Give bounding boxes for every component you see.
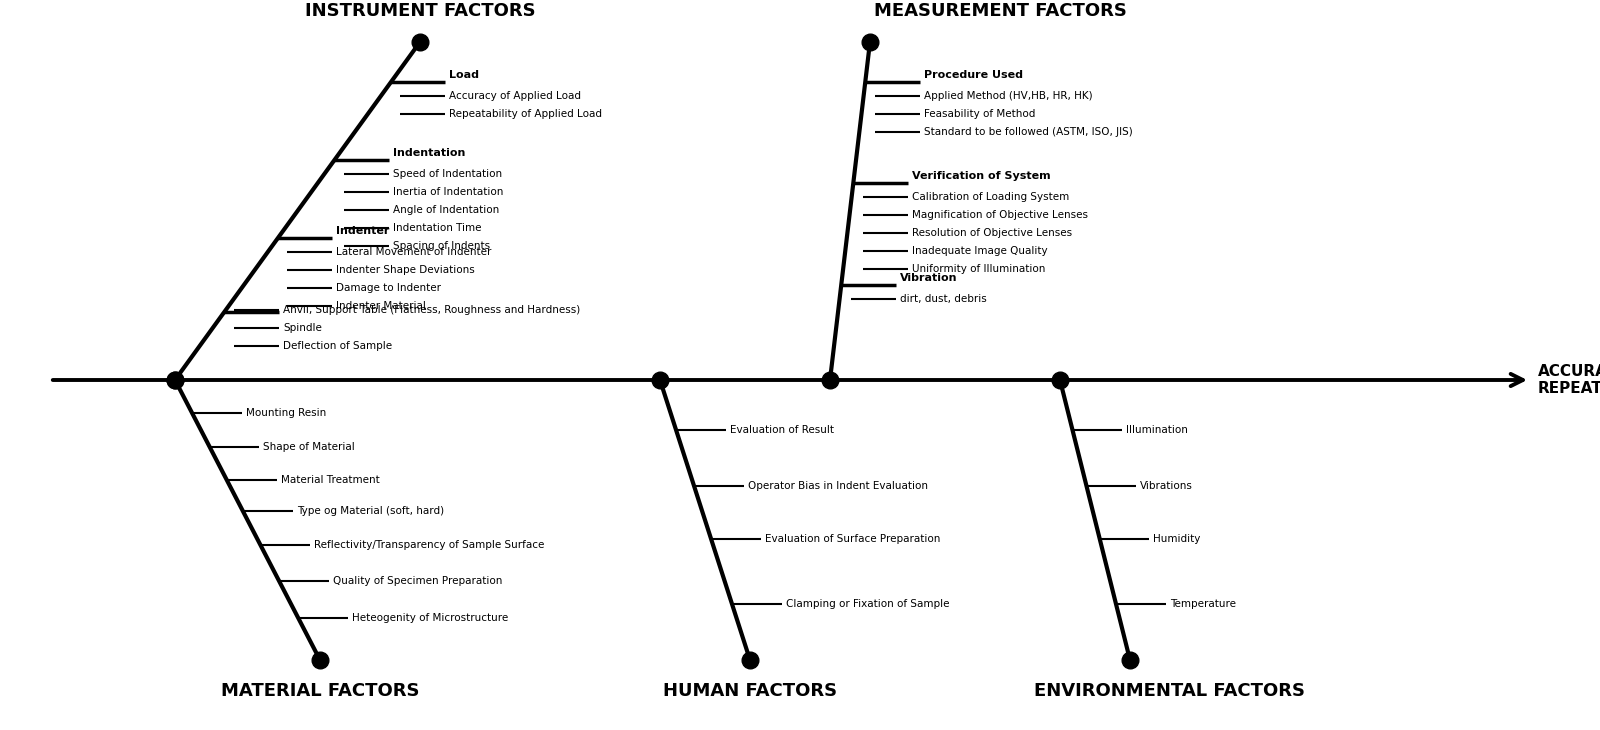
Text: Vibrations: Vibrations — [1139, 481, 1194, 491]
Text: Applied Method (HV,HB, HR, HK): Applied Method (HV,HB, HR, HK) — [925, 91, 1093, 101]
Text: Procedure Used: Procedure Used — [925, 70, 1022, 80]
Text: Lateral Movement of Indenter: Lateral Movement of Indenter — [336, 247, 491, 257]
Text: Speed of Indentation: Speed of Indentation — [394, 169, 502, 179]
Text: Material Treatment: Material Treatment — [282, 475, 379, 485]
Text: Evaluation of Surface Preparation: Evaluation of Surface Preparation — [765, 534, 941, 544]
Text: Anvil, Support Table (Flatness, Roughness and Hardness): Anvil, Support Table (Flatness, Roughnes… — [283, 305, 581, 315]
Text: ACCURACY
REPEATABILITY: ACCURACY REPEATABILITY — [1538, 364, 1600, 396]
Text: Heteogenity of Microstructure: Heteogenity of Microstructure — [352, 613, 509, 623]
Text: Operator Bias in Indent Evaluation: Operator Bias in Indent Evaluation — [749, 481, 928, 491]
Text: Angle of Indentation: Angle of Indentation — [394, 205, 499, 215]
Text: dirt, dust, debris: dirt, dust, debris — [899, 294, 987, 304]
Text: Type og Material (soft, hard): Type og Material (soft, hard) — [298, 506, 445, 516]
Text: Spindle: Spindle — [283, 323, 322, 333]
Text: Evaluation of Result: Evaluation of Result — [730, 425, 834, 435]
Text: Load: Load — [450, 70, 478, 80]
Text: INSTRUMENT FACTORS: INSTRUMENT FACTORS — [304, 2, 536, 20]
Text: Indenter Material: Indenter Material — [336, 301, 426, 311]
Text: MEASUREMENT FACTORS: MEASUREMENT FACTORS — [874, 2, 1126, 20]
Text: Clamping or Fixation of Sample: Clamping or Fixation of Sample — [786, 599, 949, 609]
Text: Spacing of Indents: Spacing of Indents — [394, 241, 490, 251]
Text: Illumination: Illumination — [1126, 425, 1187, 435]
Text: Deflection of Sample: Deflection of Sample — [283, 341, 392, 351]
Text: Humidity: Humidity — [1154, 534, 1200, 544]
Text: Reflectivity/Transparency of Sample Surface: Reflectivity/Transparency of Sample Surf… — [314, 540, 544, 550]
Text: Feasability of Method: Feasability of Method — [925, 109, 1035, 119]
Text: Resolution of Objective Lenses: Resolution of Objective Lenses — [912, 228, 1072, 238]
Text: Indenter Shape Deviations: Indenter Shape Deviations — [336, 265, 475, 275]
Text: Vibration: Vibration — [899, 273, 957, 283]
Text: Damage to Indenter: Damage to Indenter — [336, 283, 442, 293]
Text: Indentation: Indentation — [394, 148, 466, 158]
Text: Shape of Material: Shape of Material — [262, 442, 355, 452]
Text: ENVIRONMENTAL FACTORS: ENVIRONMENTAL FACTORS — [1035, 682, 1306, 700]
Text: Quality of Specimen Preparation: Quality of Specimen Preparation — [333, 576, 502, 586]
Text: Calibration of Loading System: Calibration of Loading System — [912, 192, 1069, 202]
Text: Inertia of Indentation: Inertia of Indentation — [394, 187, 504, 197]
Text: HUMAN FACTORS: HUMAN FACTORS — [662, 682, 837, 700]
Text: Accuracy of Applied Load: Accuracy of Applied Load — [450, 91, 581, 101]
Text: MATERIAL FACTORS: MATERIAL FACTORS — [221, 682, 419, 700]
Text: Inadequate Image Quality: Inadequate Image Quality — [912, 246, 1048, 256]
Text: Mounting Resin: Mounting Resin — [246, 408, 326, 418]
Text: Indenter: Indenter — [336, 226, 389, 236]
Text: Verification of System: Verification of System — [912, 171, 1051, 181]
Text: Temperature: Temperature — [1170, 599, 1235, 609]
Text: Uniformity of Illumination: Uniformity of Illumination — [912, 264, 1045, 274]
Text: Repeatability of Applied Load: Repeatability of Applied Load — [450, 109, 602, 119]
Text: Standard to be followed (ASTM, ISO, JIS): Standard to be followed (ASTM, ISO, JIS) — [925, 127, 1133, 137]
Text: Magnification of Objective Lenses: Magnification of Objective Lenses — [912, 210, 1088, 220]
Text: Indentation Time: Indentation Time — [394, 223, 482, 233]
